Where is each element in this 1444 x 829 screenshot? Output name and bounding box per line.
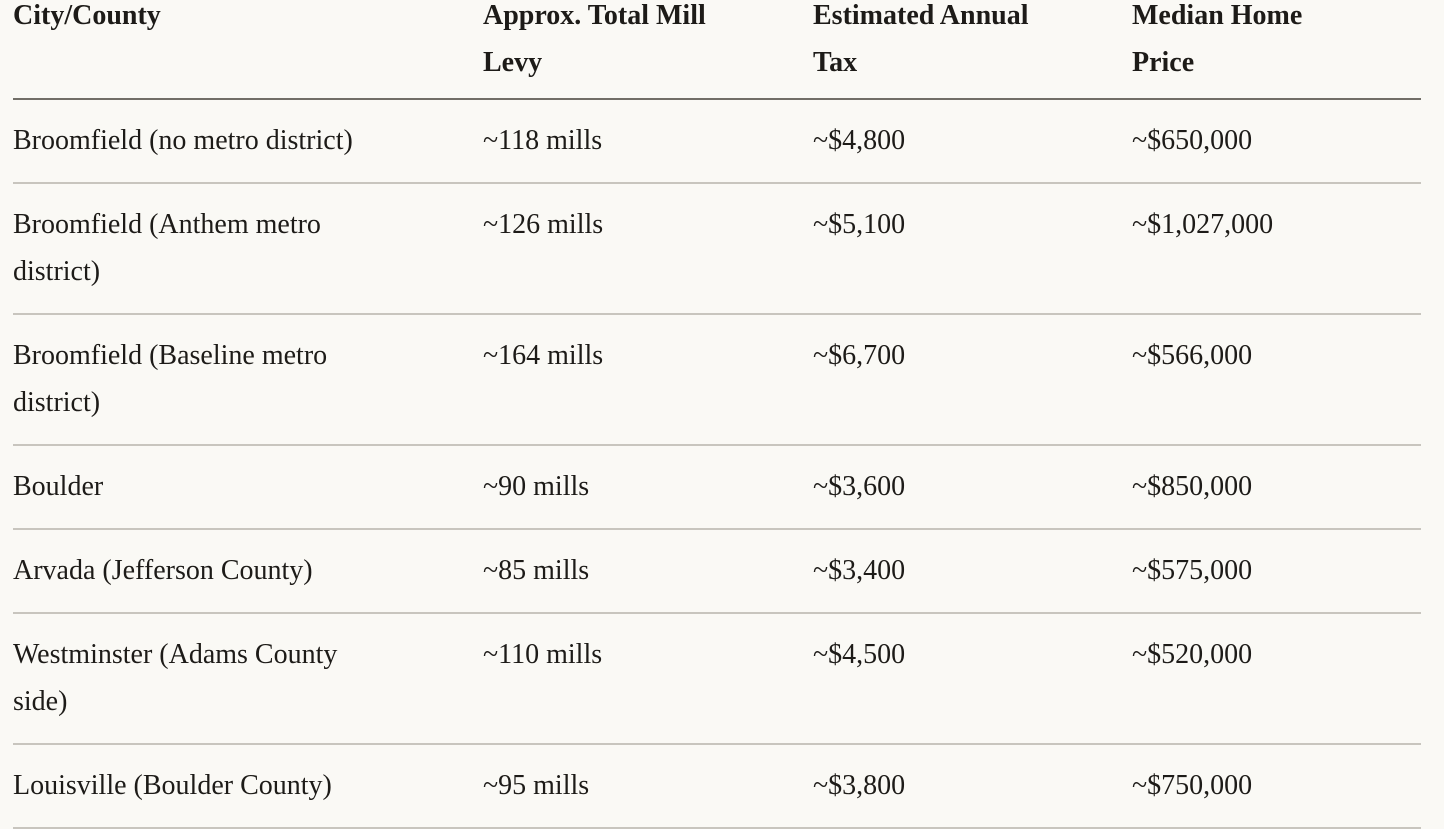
table-cell: Arvada (Jefferson County) — [13, 529, 483, 614]
column-header: Median Home Price — [1132, 0, 1421, 100]
table-cell: Broomfield (Anthem metro district) — [13, 183, 483, 315]
table-cell: ~90 mills — [483, 445, 813, 530]
table-row: Westminster (Adams County side) ~110 mill… — [13, 613, 1421, 745]
table-cell: Louisville (Boulder County) — [13, 744, 483, 829]
table-cell: ~$750,000 — [1132, 744, 1421, 829]
table-row: Louisville (Boulder County) ~95 mills ~$3,… — [13, 744, 1421, 829]
table-cell: ~118 mills — [483, 99, 813, 184]
mill-levy-comparison-table: City/County Approx. Total Mill Levy Estima… — [13, 0, 1421, 829]
table-cell: ~$650,000 — [1132, 99, 1421, 184]
table-row: Broomfield (Anthem metro district) ~126 m… — [13, 183, 1421, 315]
table-cell: ~$3,800 — [813, 744, 1132, 829]
table-cell: ~$6,700 — [813, 314, 1132, 446]
table-cell: ~$566,000 — [1132, 314, 1421, 446]
column-header: City/County — [13, 0, 483, 100]
table-row: Boulder ~90 mills ~$3,600 ~$850,000 — [13, 445, 1421, 530]
column-header: Estimated Annual Tax — [813, 0, 1132, 100]
table-cell: Boulder — [13, 445, 483, 530]
table-cell: ~$850,000 — [1132, 445, 1421, 530]
table-cell: ~$1,027,000 — [1132, 183, 1421, 315]
table-row: Broomfield (no metro district) ~118 mills… — [13, 99, 1421, 184]
table-cell: ~$575,000 — [1132, 529, 1421, 614]
table-cell: ~126 mills — [483, 183, 813, 315]
table-cell: ~$520,000 — [1132, 613, 1421, 745]
table-cell: Broomfield (Baseline metro district) — [13, 314, 483, 446]
table-body: Broomfield (no metro district) ~118 mills… — [13, 99, 1421, 829]
table-cell: Westminster (Adams County side) — [13, 613, 483, 745]
table-cell: ~$5,100 — [813, 183, 1132, 315]
table-cell: ~164 mills — [483, 314, 813, 446]
table-cell: ~85 mills — [483, 529, 813, 614]
table-cell: ~95 mills — [483, 744, 813, 829]
table-cell: ~$4,500 — [813, 613, 1132, 745]
table-cell: Broomfield (no metro district) — [13, 99, 483, 184]
table-cell: ~$3,400 — [813, 529, 1132, 614]
table-cell: ~110 mills — [483, 613, 813, 745]
table-row: Arvada (Jefferson County) ~85 mills ~$3,40… — [13, 529, 1421, 614]
table-header-row: City/County Approx. Total Mill Levy Estima… — [13, 0, 1421, 100]
table-header: City/County Approx. Total Mill Levy Estima… — [13, 0, 1421, 100]
table-cell: ~$3,600 — [813, 445, 1132, 530]
table-row: Broomfield (Baseline metro district) ~164… — [13, 314, 1421, 446]
table-cell: ~$4,800 — [813, 99, 1132, 184]
column-header: Approx. Total Mill Levy — [483, 0, 813, 100]
